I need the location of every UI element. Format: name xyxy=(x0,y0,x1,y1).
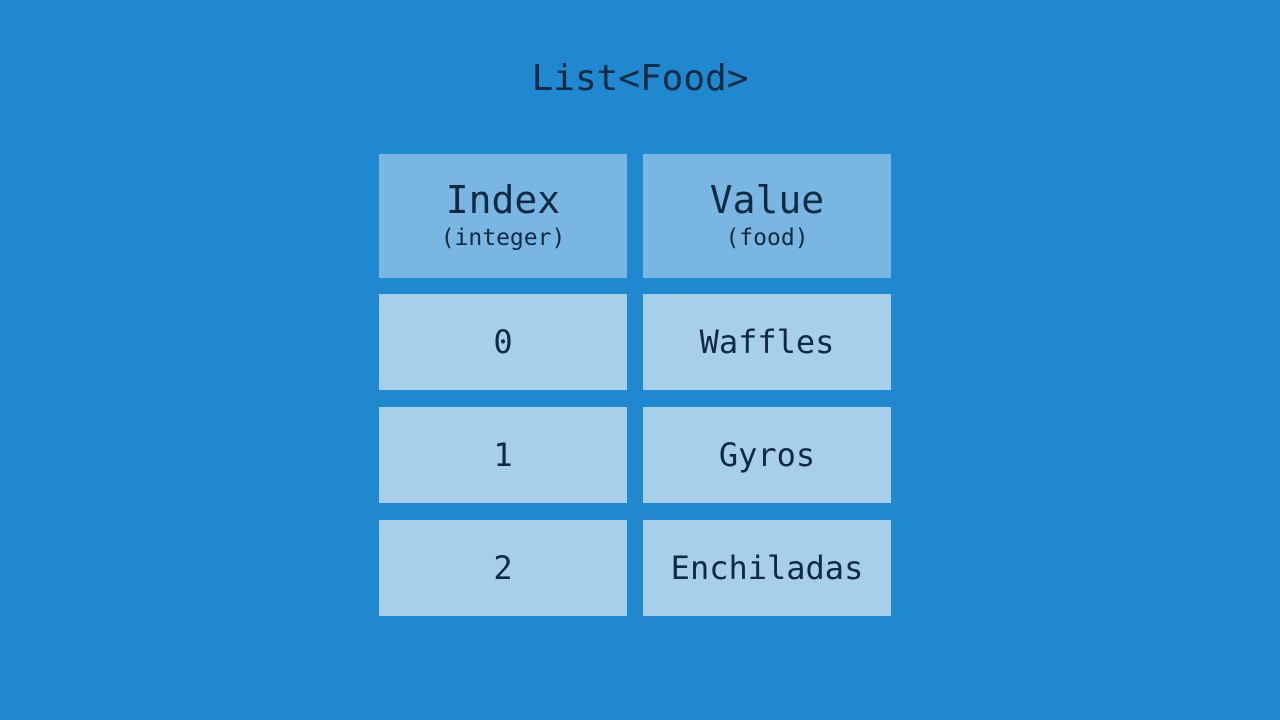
header-index-type: (integer) xyxy=(440,225,566,251)
value-cell: Waffles xyxy=(643,294,891,390)
value-cell: Gyros xyxy=(643,407,891,503)
header-value-type: (food) xyxy=(725,225,809,251)
index-cell: 1 xyxy=(379,407,627,503)
header-index-label: Index xyxy=(445,178,561,222)
header-value: Value (food) xyxy=(643,154,891,278)
value-cell: Enchiladas xyxy=(643,520,891,616)
index-cell: 2 xyxy=(379,520,627,616)
diagram-title: List<Food> xyxy=(531,58,749,99)
header-index: Index (integer) xyxy=(379,154,627,278)
header-value-label: Value xyxy=(709,178,825,222)
index-cell: 0 xyxy=(379,294,627,390)
